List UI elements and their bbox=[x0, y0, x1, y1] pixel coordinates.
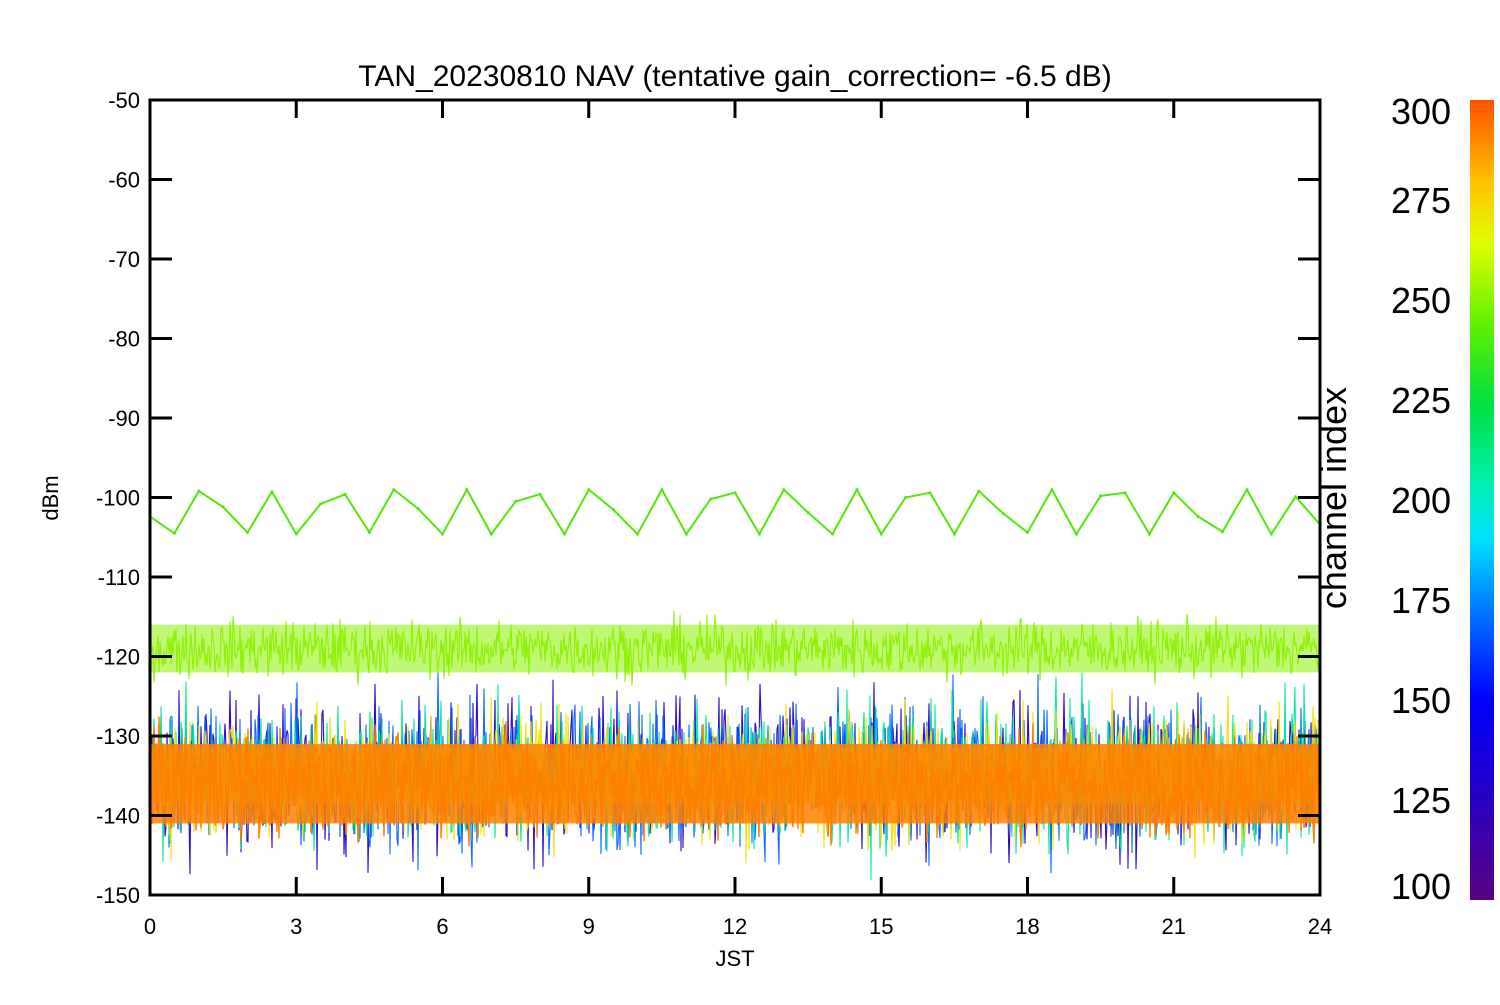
series-point bbox=[1147, 532, 1151, 536]
series-point bbox=[489, 532, 493, 536]
series-point bbox=[782, 488, 786, 492]
series-point bbox=[221, 505, 225, 509]
x-tick-label: 24 bbox=[1308, 914, 1332, 939]
series-point bbox=[1269, 532, 1273, 536]
series-point bbox=[1196, 515, 1200, 519]
y-tick-label: -100 bbox=[96, 486, 140, 511]
series-point bbox=[319, 502, 323, 506]
series-point bbox=[1172, 491, 1176, 495]
series-point bbox=[1099, 494, 1103, 498]
x-tick-label: 0 bbox=[144, 914, 156, 939]
x-axis-label: JST bbox=[715, 946, 754, 971]
series-point bbox=[1026, 531, 1029, 534]
series-point bbox=[660, 488, 664, 492]
y-tick-label: -130 bbox=[96, 724, 140, 749]
series-point bbox=[1245, 488, 1249, 492]
series-point bbox=[514, 500, 518, 503]
colorbar-tick-label: 275 bbox=[1391, 180, 1451, 221]
series-point bbox=[172, 531, 176, 535]
series-point bbox=[587, 488, 591, 492]
x-tick-label: 18 bbox=[1015, 914, 1039, 939]
y-tick-label: -80 bbox=[108, 327, 140, 352]
x-tick-label: 12 bbox=[723, 914, 747, 939]
series-band-ch260 bbox=[150, 624, 1320, 673]
x-tick-label: 15 bbox=[869, 914, 893, 939]
series-point bbox=[1294, 495, 1298, 499]
series-point bbox=[538, 492, 542, 496]
series-point bbox=[757, 532, 761, 536]
series-point bbox=[1123, 491, 1127, 495]
series-point bbox=[806, 511, 810, 515]
y-tick-label: -50 bbox=[108, 88, 140, 113]
series-point bbox=[270, 490, 274, 494]
series-point bbox=[611, 507, 615, 511]
y-tick-label: -120 bbox=[96, 645, 140, 670]
colorbar-tick-label: 200 bbox=[1391, 480, 1451, 521]
colorbar-tick-label: 225 bbox=[1391, 380, 1451, 421]
x-tick-label: 3 bbox=[290, 914, 302, 939]
colorbar-tick-label: 175 bbox=[1391, 580, 1451, 621]
y-tick-label: -70 bbox=[108, 247, 140, 272]
y-tick-label: -110 bbox=[98, 565, 140, 590]
series-point bbox=[1074, 532, 1078, 536]
series-band-ch285 bbox=[150, 743, 1320, 824]
y-tick-label: -90 bbox=[108, 406, 140, 431]
y-tick-label: -150 bbox=[96, 883, 140, 908]
chart-title: TAN_20230810 NAV (tentative gain_correct… bbox=[358, 60, 1112, 93]
colorbar-tick-label: 100 bbox=[1391, 866, 1451, 907]
y-axis-label: dBm bbox=[38, 475, 63, 520]
series-point bbox=[733, 491, 737, 495]
series-point bbox=[904, 496, 908, 499]
x-tick-label: 9 bbox=[583, 914, 595, 939]
series-point bbox=[392, 488, 396, 492]
series-point bbox=[1221, 530, 1224, 534]
series-point bbox=[441, 532, 444, 536]
series-line-ch250 bbox=[150, 487, 1320, 537]
colorbar-label: channel index bbox=[1313, 387, 1354, 609]
series-point bbox=[294, 532, 298, 536]
series-point bbox=[197, 489, 201, 493]
series-point bbox=[684, 532, 688, 536]
series-point bbox=[343, 492, 347, 496]
series-point bbox=[855, 488, 859, 492]
ticks-layer: 0 3 6 9 12 15 18 21 24 -50 -60 -70 -80 -90 -100 -110 -12… bbox=[96, 88, 1332, 939]
series-point bbox=[246, 531, 249, 534]
series-point bbox=[977, 489, 981, 493]
colorbar-ticks: 300 275 250 225 200 175 150 125 100 bbox=[1391, 91, 1451, 907]
y-tick-label: -60 bbox=[108, 168, 140, 193]
series-point bbox=[952, 532, 956, 536]
colorbar-tick-label: 125 bbox=[1391, 780, 1451, 821]
x-tick-label: 21 bbox=[1162, 914, 1186, 939]
series-point bbox=[1050, 488, 1054, 492]
colorbar-tick-label: 250 bbox=[1391, 280, 1451, 321]
series-point bbox=[879, 532, 883, 536]
series-point bbox=[562, 532, 566, 536]
series-point bbox=[465, 488, 469, 492]
colorbar bbox=[1470, 100, 1494, 900]
colorbar-tick-label: 300 bbox=[1391, 91, 1451, 132]
series-point bbox=[636, 532, 639, 536]
x-tick-label: 6 bbox=[436, 914, 448, 939]
series-point bbox=[928, 491, 932, 495]
series-point bbox=[1001, 511, 1005, 515]
series-point bbox=[709, 497, 713, 501]
series-point bbox=[831, 532, 834, 536]
series-point bbox=[367, 531, 371, 534]
data-layer bbox=[150, 487, 1320, 880]
series-point bbox=[416, 507, 420, 511]
y-tick-label: -140 bbox=[96, 804, 140, 829]
colorbar-tick-label: 150 bbox=[1391, 680, 1451, 721]
